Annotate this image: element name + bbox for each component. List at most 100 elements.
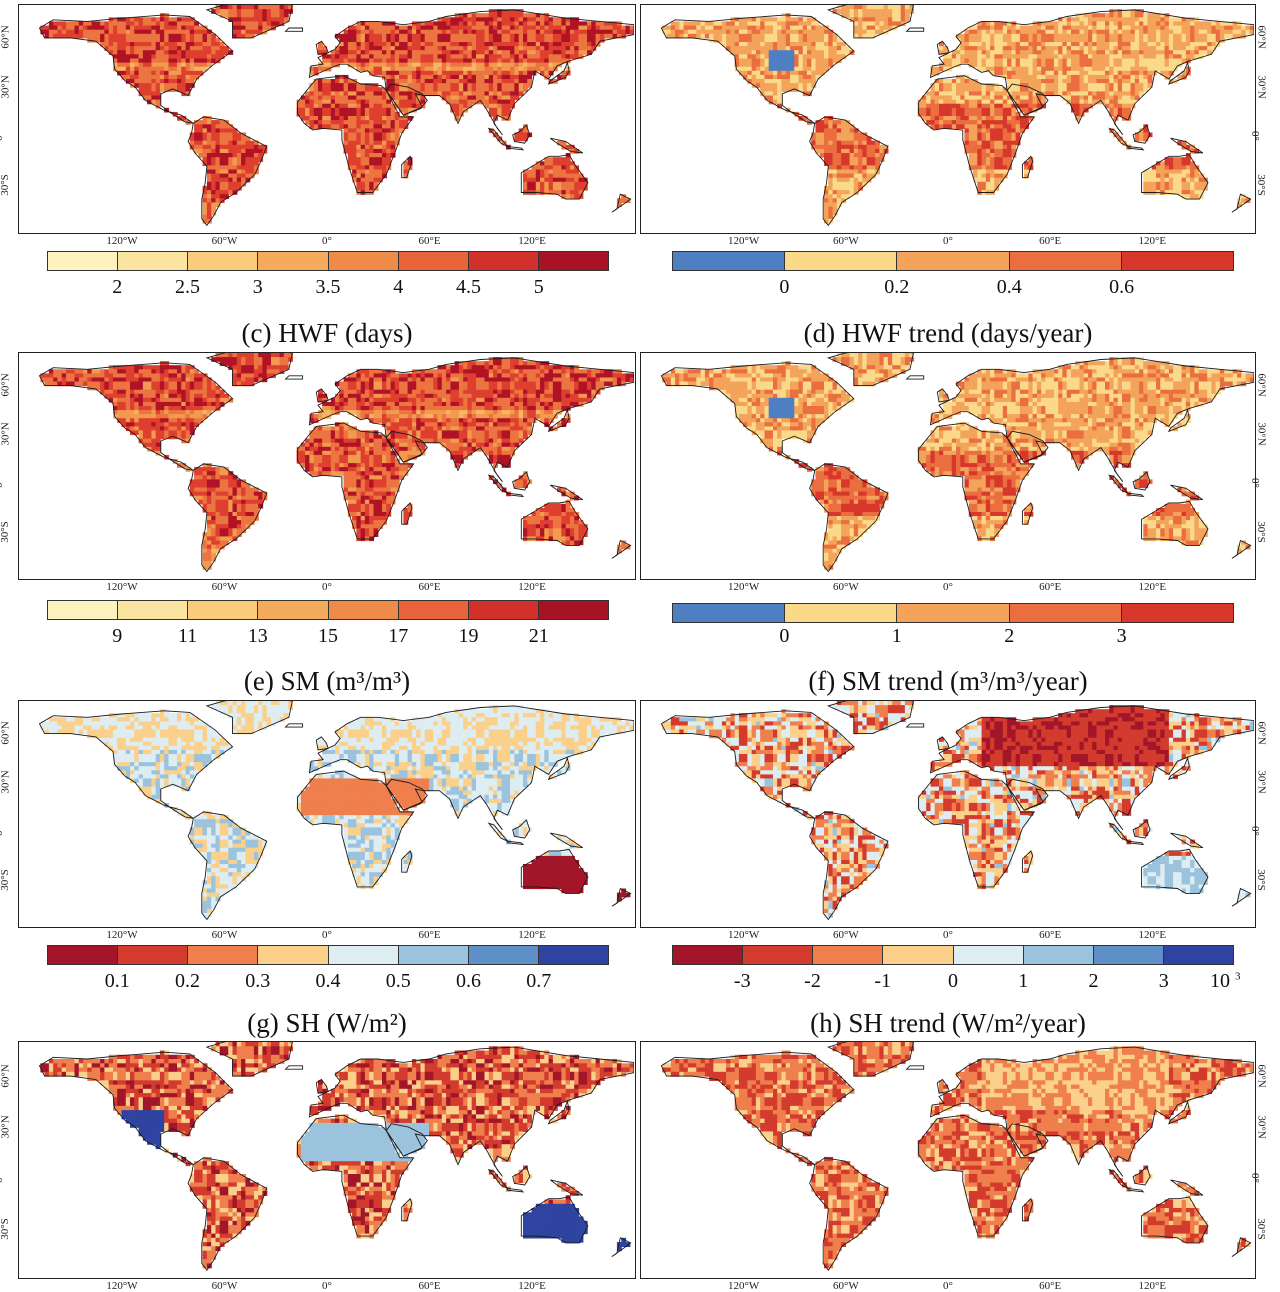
colorbar-tick: 15 [318,625,338,648]
lon-label: 60°W [833,581,859,593]
lon-label: 60°E [1039,581,1061,593]
lat-label: 30°N [1256,75,1268,98]
map-c [18,352,636,580]
colorbar-segment [743,946,813,964]
colorbar-tick: -3 [734,970,751,993]
colorbar-tick: 5 [534,276,544,299]
colorbar-tick: 0.4 [997,276,1022,299]
coastline [286,376,303,379]
colorbar-segment [118,601,188,619]
lat-label: 30°N [0,1115,12,1138]
lat-label: 30°N [1256,1115,1268,1138]
lon-label: 120°E [518,1280,546,1292]
lon-label: 60°W [833,235,859,247]
colorbar-tick: 1 [892,625,902,648]
lon-label: 120°W [106,581,137,593]
lon-label: 120°E [1139,1280,1167,1292]
colorbar-tick: 4 [393,276,403,299]
colorbar-segment [48,601,118,619]
lat-label: 0° [1249,826,1261,836]
colorbar-segment [539,252,608,270]
colorbar-segment [399,946,469,964]
coastline [907,28,924,31]
colorbar-tick: 0.5 [386,970,411,993]
lon-label: 60°E [418,235,440,247]
lon-label: 60°W [833,1280,859,1292]
colorbar-segment [1122,252,1233,270]
colorbar-segment [785,604,897,622]
map-b [640,4,1256,234]
lat-label: 30°S [0,1218,11,1240]
coastline [907,724,924,727]
colorbar-segment [539,946,608,964]
colorbar-segment [785,252,897,270]
lon-label: 120°W [106,1280,137,1292]
lon-label: 120°W [728,929,759,941]
colorbar-segment [673,946,743,964]
colorbar-tick: 9 [112,625,122,648]
colorbar-segment [1010,252,1122,270]
lon-label: 60°W [212,1280,238,1292]
lat-label: 30°N [0,770,12,793]
colorbar-tick: 3.5 [316,276,341,299]
colorbar-a [47,251,609,271]
map-h [640,1041,1256,1279]
colorbar-segment [399,252,469,270]
lon-label: 0° [943,929,953,941]
lat-label: 30°N [0,422,12,445]
colorbar-segment [118,252,188,270]
lon-label: 60°E [1039,929,1061,941]
map-f [640,700,1256,928]
colorbar-tick: 3 [253,276,263,299]
colorbar-segment [188,252,258,270]
coastline [907,376,924,379]
lon-label: 120°E [1139,929,1167,941]
lat-label: 60°N [0,721,12,744]
colorbar-tick: -2 [804,970,821,993]
lon-label: 120°E [1139,235,1167,247]
colorbar-tick: 0.6 [456,970,481,993]
lat-label: 0° [0,478,5,488]
lat-label: 60°N [0,373,12,396]
lat-label: 60°N [1256,26,1268,49]
colorbar-segment [673,252,785,270]
colorbar-tick: 1 [1018,970,1028,993]
colorbar-segment [897,604,1009,622]
colorbar-segment [673,604,785,622]
lon-label: 60°E [1039,235,1061,247]
lon-label: 60°E [418,581,440,593]
colorbar-tick: 0.4 [316,970,341,993]
colorbar-segment [188,601,258,619]
lon-label: 60°E [418,1280,440,1292]
colorbar-tick: 21 [529,625,549,648]
lon-label: 0° [943,581,953,593]
colorbar-segment [1164,946,1233,964]
lon-label: 120°E [518,235,546,247]
colorbar-segment [897,252,1009,270]
colorbar-segment [48,946,118,964]
colorbar-segment [48,252,118,270]
lat-label: 30°N [1256,422,1268,445]
lat-label: 30°S [1255,869,1267,891]
colorbar-tick: 11 [178,625,197,648]
panel-title-g: (g) SH (W/m²) [17,1008,637,1039]
colorbar-segment [258,601,328,619]
panel-title-c: (c) HWF (days) [17,318,637,349]
panel-title-d: (d) HWF trend (days/year) [638,318,1258,349]
land-field-g [40,1042,634,1268]
colorbar-segment [539,601,608,619]
colorbar-tick: 0.2 [884,276,909,299]
colorbar-tick: 0 [779,276,789,299]
colorbar-e [47,945,609,965]
panel-title-h: (h) SH trend (W/m²/year) [638,1008,1258,1039]
lon-label: 120°E [518,929,546,941]
lat-label: 0° [1249,131,1261,141]
land-field-c [40,353,634,570]
lat-label: 0° [0,1173,5,1183]
colorbar-tick: 2 [1089,970,1099,993]
colorbar-tick: 19 [459,625,479,648]
colorbar-tick: 2.5 [175,276,200,299]
lon-label: 60°E [1039,1280,1061,1292]
colorbar-tick: 13 [248,625,268,648]
coastline [286,724,303,727]
